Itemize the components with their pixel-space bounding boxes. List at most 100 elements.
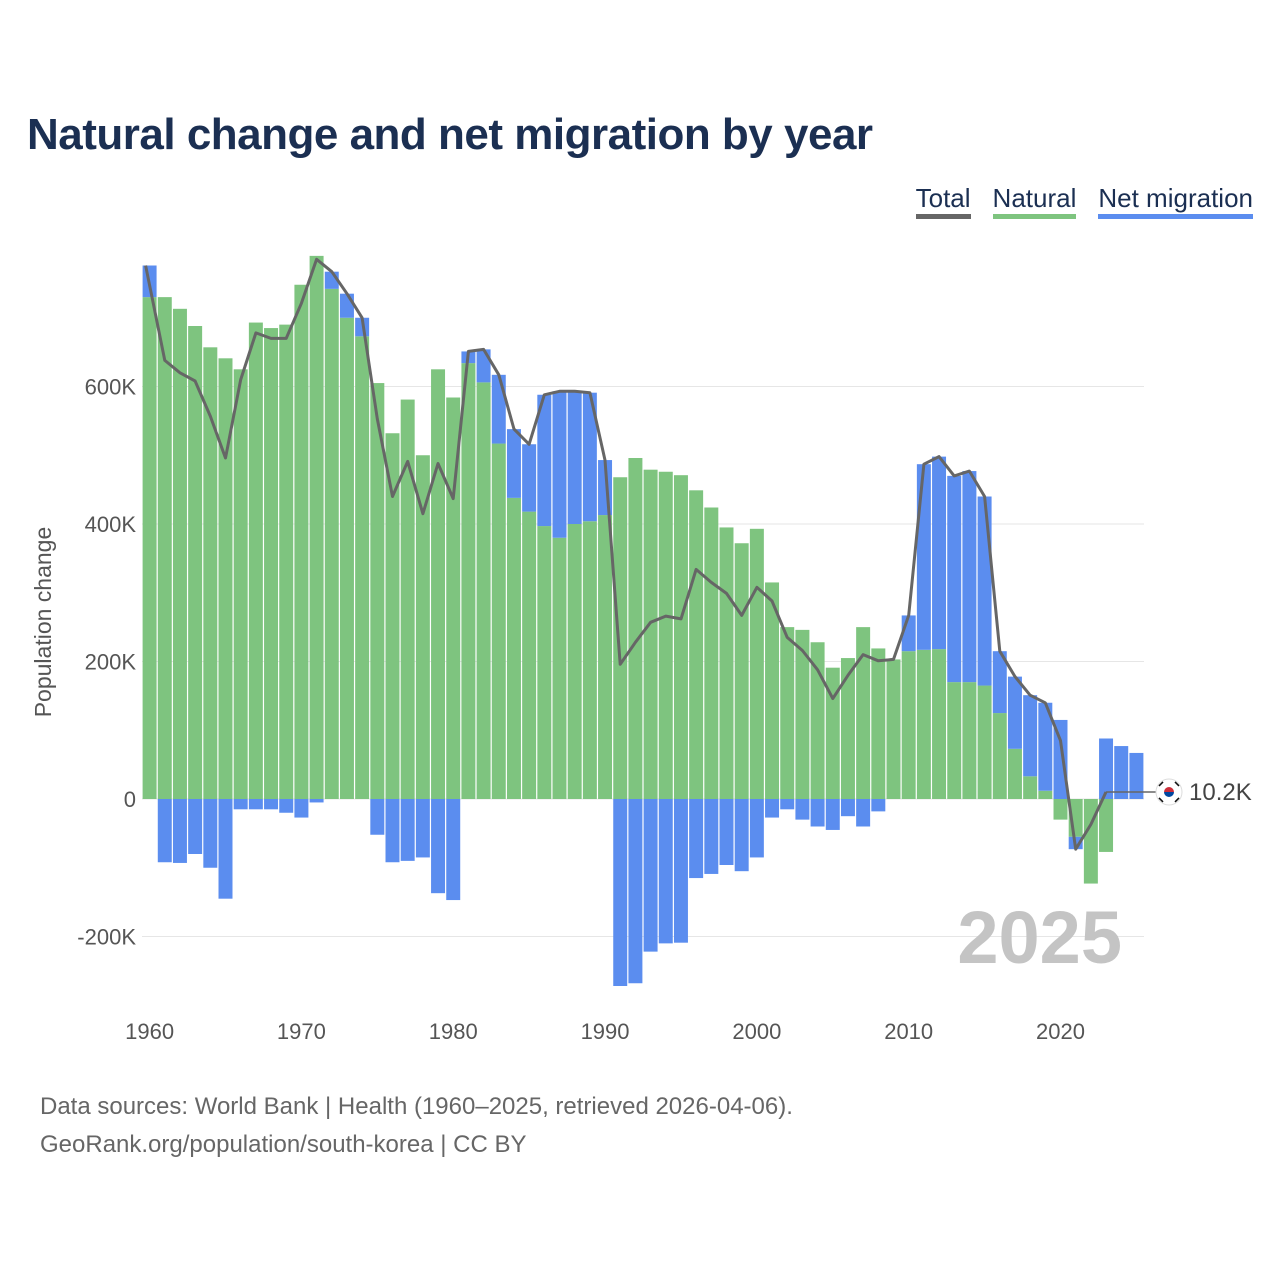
x-tick-label: 2000 — [732, 1019, 781, 1044]
bar-net-migration — [992, 651, 1007, 714]
south-korea-flag-icon — [1155, 778, 1183, 806]
bar-net-migration — [370, 799, 385, 835]
bar-natural — [825, 667, 840, 799]
bar-natural — [780, 627, 795, 799]
bar-natural — [947, 682, 962, 799]
bar-natural — [810, 642, 825, 799]
bar-natural — [142, 297, 157, 799]
bar-net-migration — [795, 799, 810, 820]
x-tick-label: 1970 — [277, 1019, 326, 1044]
bar-natural — [658, 471, 673, 799]
attribution-link[interactable]: GeoRank.org/population/south-korea | CC … — [40, 1131, 527, 1158]
bar-natural — [537, 526, 552, 799]
y-tick-label: 0 — [124, 787, 136, 812]
bar-net-migration — [172, 799, 187, 863]
y-tick-label: 600K — [85, 375, 137, 400]
year-watermark: 2025 — [957, 896, 1122, 979]
bar-net-migration — [628, 799, 643, 984]
bar-natural — [400, 399, 415, 799]
bar-natural — [916, 649, 931, 799]
bar-net-migration — [415, 799, 430, 858]
x-tick-label: 2020 — [1036, 1019, 1085, 1044]
bar-net-migration — [1129, 752, 1144, 799]
bar-net-migration — [932, 456, 947, 650]
bar-natural — [719, 527, 734, 799]
bar-net-migration — [506, 429, 521, 498]
x-tick-label: 1990 — [581, 1019, 630, 1044]
bar-net-migration — [1038, 702, 1053, 791]
bar-natural — [385, 433, 400, 799]
legend-item-net-migration[interactable]: Net migration — [1098, 183, 1253, 219]
bar-natural — [1038, 790, 1053, 799]
bar-net-migration — [248, 799, 263, 810]
bar-natural — [689, 490, 704, 799]
bar-net-migration — [218, 799, 233, 899]
x-tick-labels: 1960 1970 1980 1990 2000 2010 2020 — [125, 1019, 1085, 1044]
bar-natural — [324, 288, 339, 799]
bar-natural — [188, 326, 203, 799]
bar-net-migration — [810, 799, 825, 827]
bar-net-migration — [203, 799, 218, 868]
bar-natural — [339, 317, 354, 799]
bar-natural — [749, 528, 764, 799]
gridlines — [142, 386, 1144, 937]
bar-natural — [522, 511, 537, 799]
y-tick-label: 200K — [85, 650, 137, 675]
legend: Total Natural Net migration — [915, 183, 1253, 219]
total-line-layer — [144, 257, 1108, 851]
x-tick-label: 2010 — [884, 1019, 933, 1044]
bar-net-migration — [977, 496, 992, 686]
bar-net-migration — [1007, 676, 1022, 749]
bar-natural — [840, 658, 855, 799]
bar-net-migration — [385, 799, 400, 863]
end-marker: 10.2K — [1106, 778, 1252, 806]
bar-net-migration — [840, 799, 855, 817]
bar-natural — [613, 477, 628, 799]
bar-natural — [1053, 799, 1068, 820]
bar-natural — [370, 383, 385, 799]
bar-net-migration — [567, 391, 582, 524]
bar-net-migration — [962, 471, 977, 683]
bar-net-migration — [309, 799, 324, 803]
bar-net-migration — [719, 799, 734, 865]
data-source-text: Data sources: World Bank | Health (1960–… — [40, 1093, 793, 1120]
bar-natural — [1023, 776, 1038, 799]
bar-net-migration — [765, 799, 780, 818]
bar-natural — [673, 475, 688, 799]
bar-natural — [309, 255, 324, 799]
bar-net-migration — [947, 475, 962, 683]
bar-net-migration — [400, 799, 415, 861]
bar-natural — [172, 308, 187, 799]
bar-net-migration — [749, 799, 764, 858]
bar-natural — [461, 363, 476, 799]
bar-net-migration — [1023, 695, 1038, 777]
bar-net-migration — [1053, 719, 1068, 799]
bar-net-migration — [1114, 746, 1129, 799]
bar-natural — [795, 629, 810, 799]
bar-natural — [871, 648, 886, 799]
footer: Data sources: World Bank | Health (1960–… — [40, 1088, 793, 1164]
bar-net-migration — [658, 799, 673, 944]
bar-natural — [203, 347, 218, 799]
bar-net-migration — [871, 799, 886, 812]
bar-natural — [628, 458, 643, 799]
bar-net-migration — [552, 391, 567, 538]
bar-natural — [977, 685, 992, 799]
bar-net-migration — [780, 799, 795, 810]
y-tick-labels: -200K 0 200K 400K 600K — [77, 375, 136, 950]
y-tick-label: 400K — [85, 512, 137, 537]
x-tick-label: 1980 — [429, 1019, 478, 1044]
bar-net-migration — [279, 799, 294, 813]
legend-item-total[interactable]: Total — [915, 183, 971, 219]
bars — [142, 255, 1144, 986]
bar-natural — [218, 358, 233, 799]
bar-natural — [355, 336, 370, 799]
bar-net-migration — [431, 799, 446, 894]
bar-natural — [856, 627, 871, 799]
bar-natural — [932, 649, 947, 799]
bar-natural — [506, 497, 521, 799]
bar-natural — [248, 322, 263, 799]
legend-item-natural[interactable]: Natural — [992, 183, 1077, 219]
bar-natural — [992, 713, 1007, 799]
bar-net-migration — [233, 799, 248, 810]
